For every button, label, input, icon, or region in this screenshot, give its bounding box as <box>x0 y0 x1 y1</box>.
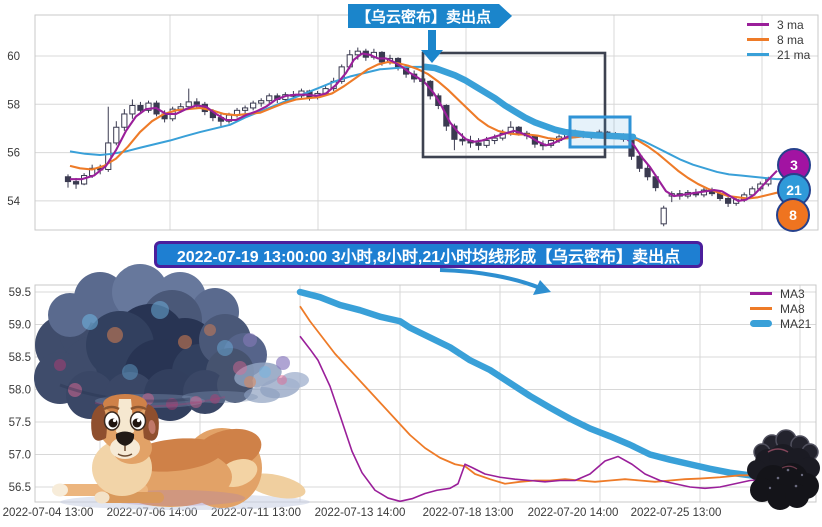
svg-text:58.5: 58.5 <box>9 352 31 364</box>
svg-text:56.5: 56.5 <box>9 482 31 494</box>
legend-label-MA21: MA21 <box>780 316 812 331</box>
svg-text:57.5: 57.5 <box>9 417 31 429</box>
legend-item-MA3: MA3 <box>750 286 811 301</box>
legend-label-3ma: 3 ma <box>777 17 804 32</box>
svg-text:56: 56 <box>7 148 20 160</box>
ma-badge-8: 8 <box>776 198 810 232</box>
legend-swatch-MA21 <box>750 320 772 327</box>
legend-swatch-8ma <box>747 38 769 41</box>
svg-text:57.0: 57.0 <box>9 450 31 462</box>
signal-annotation-box: 2022-07-19 13:00:00 3小时,8小时,21小时均线形成【乌云密… <box>154 241 703 268</box>
legend-item-3ma: 3 ma <box>747 17 810 32</box>
legend-item-8ma: 8 ma <box>747 32 810 47</box>
top-chart-legend: 3 ma 8 ma 21 ma <box>747 17 810 62</box>
highlight-rect-blue <box>568 115 632 149</box>
svg-text:58.0: 58.0 <box>9 385 31 397</box>
curved-arrow-icon <box>439 268 551 295</box>
bottom-chart: 59.5 59.0 58.5 58.0 57.5 57.0 56.5 2022-07-04 1… <box>3 284 817 519</box>
legend-label-8ma: 8 ma <box>777 32 804 47</box>
legend-swatch-3ma <box>747 23 769 26</box>
blackberry-icon <box>747 429 820 510</box>
top-chart: 54 56 58 60 <box>7 14 819 231</box>
legend-item-MA21: MA21 <box>750 316 811 331</box>
legend-label-MA8: MA8 <box>780 301 805 316</box>
bottom-chart-legend: MA3 MA8 MA21 <box>750 286 811 331</box>
storm-cloud-illustration <box>34 264 309 424</box>
highlight-rect-dark <box>421 51 607 159</box>
sell-point-banner: 【乌云密布】卖出点 <box>348 4 513 28</box>
svg-text:2022-07-20 14:00: 2022-07-20 14:00 <box>528 507 619 519</box>
down-arrow-icon <box>421 30 443 63</box>
legend-swatch-MA8 <box>750 307 772 310</box>
svg-text:2022-07-18 13:00: 2022-07-18 13:00 <box>423 507 514 519</box>
sell-point-banner-label: 【乌云密布】卖出点 <box>356 8 492 26</box>
legend-swatch-21ma <box>747 53 769 56</box>
signal-annotation-text: 2022-07-19 13:00:00 3小时,8小时,21小时均线形成【乌云密… <box>176 248 681 266</box>
legend-item-21ma: 21 ma <box>747 47 810 62</box>
legend-label-21ma: 21 ma <box>777 47 811 62</box>
svg-text:54: 54 <box>7 196 20 208</box>
svg-text:59.5: 59.5 <box>9 287 31 299</box>
legend-label-MA3: MA3 <box>780 286 805 301</box>
svg-text:59.0: 59.0 <box>9 320 31 332</box>
svg-text:2022-07-04 13:00: 2022-07-04 13:00 <box>3 507 94 519</box>
svg-text:58: 58 <box>7 99 20 111</box>
svg-text:60: 60 <box>7 51 20 63</box>
legend-item-MA8: MA8 <box>750 301 811 316</box>
svg-text:2022-07-06 14:00: 2022-07-06 14:00 <box>107 507 198 519</box>
dog-illustration <box>52 394 310 510</box>
svg-text:2022-07-25 13:00: 2022-07-25 13:00 <box>631 507 722 519</box>
svg-text:2022-07-13 14:00: 2022-07-13 14:00 <box>315 507 406 519</box>
svg-text:2022-07-11 13:00: 2022-07-11 13:00 <box>211 507 301 519</box>
legend-swatch-MA3 <box>750 292 772 295</box>
